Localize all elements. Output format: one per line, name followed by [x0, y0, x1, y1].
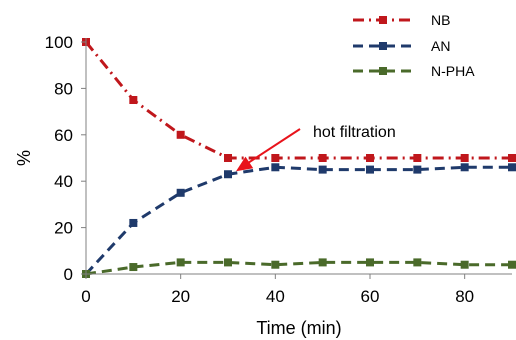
legend-label: NB — [431, 12, 450, 28]
data-point-an — [318, 165, 327, 174]
data-point-n-pha — [413, 258, 422, 267]
data-point-n-pha — [129, 263, 138, 272]
y-tick-label: 100 — [45, 33, 73, 52]
data-point-nb — [129, 96, 138, 104]
annotation-arrow-head — [236, 156, 254, 172]
data-point-an — [366, 165, 374, 174]
data-point-n-pha — [366, 258, 374, 267]
y-tick-label: 20 — [54, 219, 73, 238]
data-point-an — [271, 163, 280, 172]
x-tick-label: 80 — [455, 287, 474, 306]
series-line-nb — [84, 41, 512, 160]
annotation-label: hot filtration — [313, 124, 396, 141]
data-point-an — [460, 163, 469, 172]
series-line-an — [84, 165, 512, 276]
data-point-nb — [460, 154, 469, 162]
data-point-an — [224, 170, 232, 179]
annotation: hot filtration — [236, 124, 396, 172]
data-point-nb — [366, 154, 374, 162]
data-point-an — [413, 165, 422, 174]
x-tick-label: 60 — [361, 287, 380, 306]
y-tick-label: 60 — [54, 126, 73, 145]
legend-label: N-PHA — [431, 63, 475, 79]
data-point-n-pha — [176, 258, 185, 267]
annotation-arrow-shaft — [245, 128, 301, 166]
legend-swatch-marker — [379, 42, 387, 50]
x-tick-label: 40 — [266, 287, 285, 306]
legend: NB AN N-PHA — [353, 12, 475, 79]
data-point-n-pha — [271, 260, 280, 269]
data-point-nb — [224, 154, 232, 162]
y-axis-title: % — [14, 150, 34, 166]
data-point-nb — [318, 154, 327, 162]
data-point-an — [176, 188, 185, 197]
legend-swatch-marker — [379, 67, 387, 75]
data-point-an — [508, 163, 516, 172]
series-line-n-pha — [85, 260, 512, 276]
legend-label: AN — [431, 38, 450, 54]
x-tick-label: 20 — [171, 287, 190, 306]
data-point-n-pha — [224, 258, 232, 267]
data-point-nb — [508, 154, 516, 162]
x-axis-title: Time (min) — [256, 318, 341, 338]
data-point-an — [129, 218, 138, 227]
axes: 0 20 40 60 80 100 0 20 40 60 80 Time (min)% — [14, 33, 512, 338]
data-point-n-pha — [318, 258, 327, 267]
data-point-n-pha — [508, 260, 516, 269]
data-point-nb — [176, 130, 185, 139]
legend-swatch-marker — [379, 16, 387, 24]
x-tick-label: 0 — [81, 287, 90, 306]
y-tick-label: 0 — [64, 265, 73, 284]
data-point-n-pha — [460, 260, 469, 269]
y-tick-label: 80 — [54, 79, 73, 98]
data-point-nb — [271, 154, 280, 162]
data-point-nb — [413, 154, 422, 162]
y-tick-label: 40 — [54, 172, 73, 191]
